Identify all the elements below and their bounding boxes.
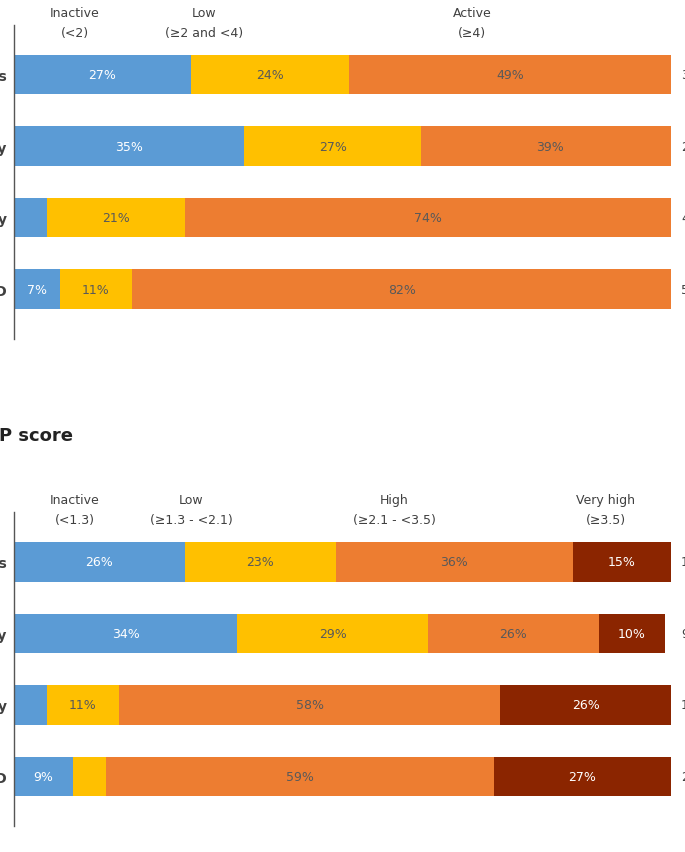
Text: 137: 137: [681, 556, 685, 569]
Bar: [244, 127, 421, 166]
Bar: [494, 757, 671, 796]
Text: 55: 55: [681, 283, 685, 296]
Text: 27%: 27%: [569, 770, 597, 783]
Bar: [119, 686, 500, 725]
Text: 11%: 11%: [82, 283, 110, 296]
Bar: [185, 199, 671, 238]
Bar: [132, 270, 671, 309]
Bar: [14, 757, 73, 796]
Text: (≥1.3 - <2.1): (≥1.3 - <2.1): [150, 514, 233, 527]
Bar: [237, 614, 428, 653]
Text: 36%: 36%: [440, 556, 468, 569]
Text: Low: Low: [179, 493, 203, 507]
Text: 39%: 39%: [536, 141, 564, 153]
Bar: [428, 614, 599, 653]
Bar: [14, 686, 47, 725]
Bar: [105, 757, 494, 796]
Bar: [14, 270, 60, 309]
Text: Low: Low: [191, 7, 216, 20]
Text: (≥3.5): (≥3.5): [586, 514, 625, 527]
Text: 26%: 26%: [86, 556, 113, 569]
Text: (<1.3): (<1.3): [55, 514, 95, 527]
Bar: [14, 127, 244, 166]
Bar: [191, 56, 349, 95]
Text: 35%: 35%: [115, 141, 142, 153]
Text: 96: 96: [681, 627, 685, 640]
Text: 10%: 10%: [618, 627, 646, 640]
Bar: [47, 199, 185, 238]
Text: Inactive: Inactive: [49, 7, 99, 20]
Text: 11%: 11%: [69, 699, 97, 711]
Text: 281: 281: [681, 141, 685, 153]
Text: (≥2.1 - <3.5): (≥2.1 - <3.5): [353, 514, 436, 527]
Text: Active: Active: [453, 7, 492, 20]
Bar: [336, 543, 573, 582]
Bar: [14, 56, 191, 95]
Text: 22: 22: [681, 770, 685, 783]
Bar: [599, 614, 664, 653]
Bar: [421, 127, 678, 166]
Text: High: High: [380, 493, 409, 507]
Bar: [60, 270, 132, 309]
Text: 23%: 23%: [247, 556, 274, 569]
Text: 21%: 21%: [102, 212, 129, 225]
Text: (<2): (<2): [60, 27, 88, 40]
Text: 59%: 59%: [286, 770, 314, 783]
Text: 49%: 49%: [497, 69, 524, 82]
Text: Very high: Very high: [576, 493, 635, 507]
Bar: [73, 757, 105, 796]
Text: 42: 42: [681, 212, 685, 225]
Bar: [500, 686, 671, 725]
Text: Inactive: Inactive: [49, 493, 99, 507]
Text: 34%: 34%: [112, 627, 139, 640]
Bar: [14, 199, 47, 238]
Bar: [47, 686, 119, 725]
Text: 378: 378: [681, 69, 685, 82]
Bar: [349, 56, 671, 95]
Bar: [185, 543, 336, 582]
Text: (≥4): (≥4): [458, 27, 486, 40]
Text: 82%: 82%: [388, 283, 416, 296]
Text: 74%: 74%: [414, 212, 442, 225]
Text: 15%: 15%: [608, 556, 636, 569]
Text: 24%: 24%: [256, 69, 284, 82]
Bar: [14, 543, 185, 582]
Bar: [14, 614, 237, 653]
Text: 58%: 58%: [296, 699, 323, 711]
Text: 27%: 27%: [319, 141, 347, 153]
Text: 27%: 27%: [88, 69, 116, 82]
Bar: [573, 543, 671, 582]
Text: 7%: 7%: [27, 283, 47, 296]
Text: B. ASDAS-CRP score: B. ASDAS-CRP score: [0, 426, 73, 444]
Text: 29%: 29%: [319, 627, 347, 640]
Text: 9%: 9%: [34, 770, 53, 783]
Text: 26%: 26%: [499, 627, 527, 640]
Text: 19: 19: [681, 699, 685, 711]
Text: (≥2 and <4): (≥2 and <4): [164, 27, 242, 40]
Text: 26%: 26%: [572, 699, 599, 711]
